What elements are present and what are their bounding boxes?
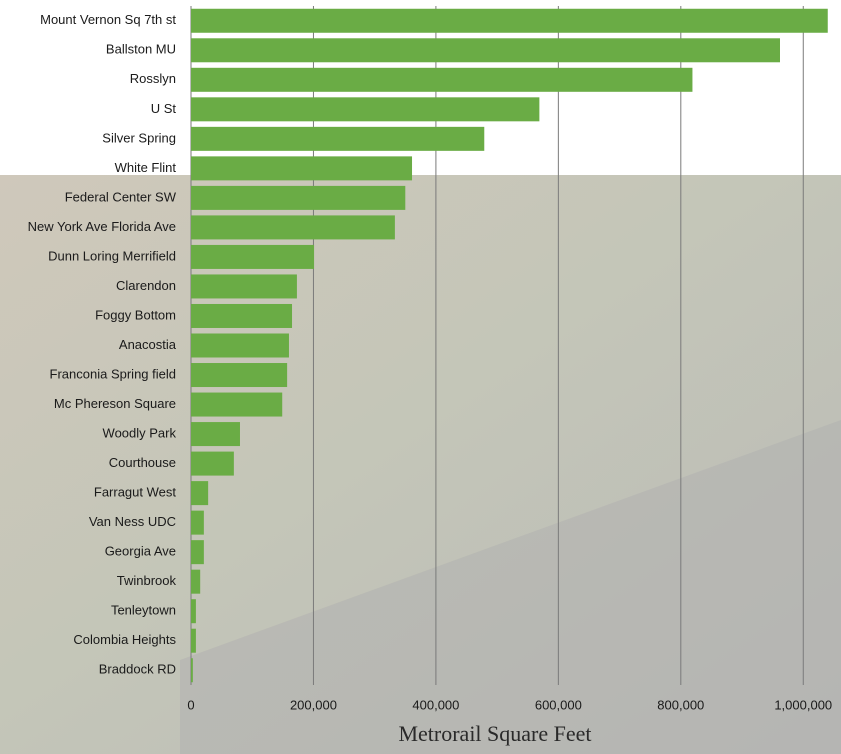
x-tick-label: 1,000,000 xyxy=(774,697,832,712)
x-tick-label: 600,000 xyxy=(535,697,582,712)
y-tick-label: New York Ave Florida Ave xyxy=(28,219,176,234)
y-tick-label: Woodly Park xyxy=(103,426,177,441)
y-tick-label: Anacostia xyxy=(119,337,177,352)
bar xyxy=(191,303,293,328)
y-tick-label: Courthouse xyxy=(109,455,176,470)
y-tick-label: Franconia Spring field xyxy=(50,366,176,381)
bar xyxy=(191,185,406,210)
bar xyxy=(191,38,780,63)
x-tick-label: 0 xyxy=(187,697,194,712)
bar xyxy=(191,628,196,653)
y-tick-label: Mc Phereson Square xyxy=(54,396,176,411)
bar xyxy=(191,126,485,151)
y-tick-label: White Flint xyxy=(115,160,177,175)
bar xyxy=(191,333,289,358)
y-tick-label: U St xyxy=(151,101,177,116)
bar xyxy=(191,599,196,624)
y-tick-label: Federal Center SW xyxy=(65,189,177,204)
y-tick-label: Colombia Heights xyxy=(73,632,176,647)
bar xyxy=(191,569,201,594)
bar xyxy=(191,156,413,181)
y-tick-label: Dunn Loring Merrifield xyxy=(48,248,176,263)
bar xyxy=(191,392,283,417)
x-tick-label: 800,000 xyxy=(657,697,704,712)
bar xyxy=(191,67,693,92)
bar xyxy=(191,451,234,476)
bar xyxy=(191,97,540,122)
y-tick-label: Van Ness UDC xyxy=(89,514,176,529)
y-tick-label: Silver Spring xyxy=(102,130,176,145)
y-tick-label: Georgia Ave xyxy=(105,544,176,559)
bar xyxy=(191,658,193,683)
bar xyxy=(191,274,297,299)
y-tick-label: Rosslyn xyxy=(130,71,176,86)
bar xyxy=(191,510,204,535)
x-tick-label: 400,000 xyxy=(412,697,459,712)
y-tick-label: Tenleytown xyxy=(111,603,176,618)
y-tick-label: Farragut West xyxy=(94,485,177,500)
y-tick-label: Braddock RD xyxy=(99,662,176,677)
y-tick-label: Twinbrook xyxy=(117,573,177,588)
bar xyxy=(191,8,828,33)
bar xyxy=(191,540,204,565)
y-tick-label: Ballston MU xyxy=(106,42,176,57)
y-tick-label: Foggy Bottom xyxy=(95,307,176,322)
bar xyxy=(191,215,395,240)
bar xyxy=(191,244,315,269)
bar xyxy=(191,422,240,447)
photo-roof xyxy=(180,420,841,754)
x-axis-title: Metrorail Square Feet xyxy=(398,721,591,746)
y-tick-label: Clarendon xyxy=(116,278,176,293)
y-tick-label: Mount Vernon Sq 7th st xyxy=(40,12,176,27)
bar xyxy=(191,363,288,388)
x-tick-label: 200,000 xyxy=(290,697,337,712)
bar xyxy=(191,481,209,506)
